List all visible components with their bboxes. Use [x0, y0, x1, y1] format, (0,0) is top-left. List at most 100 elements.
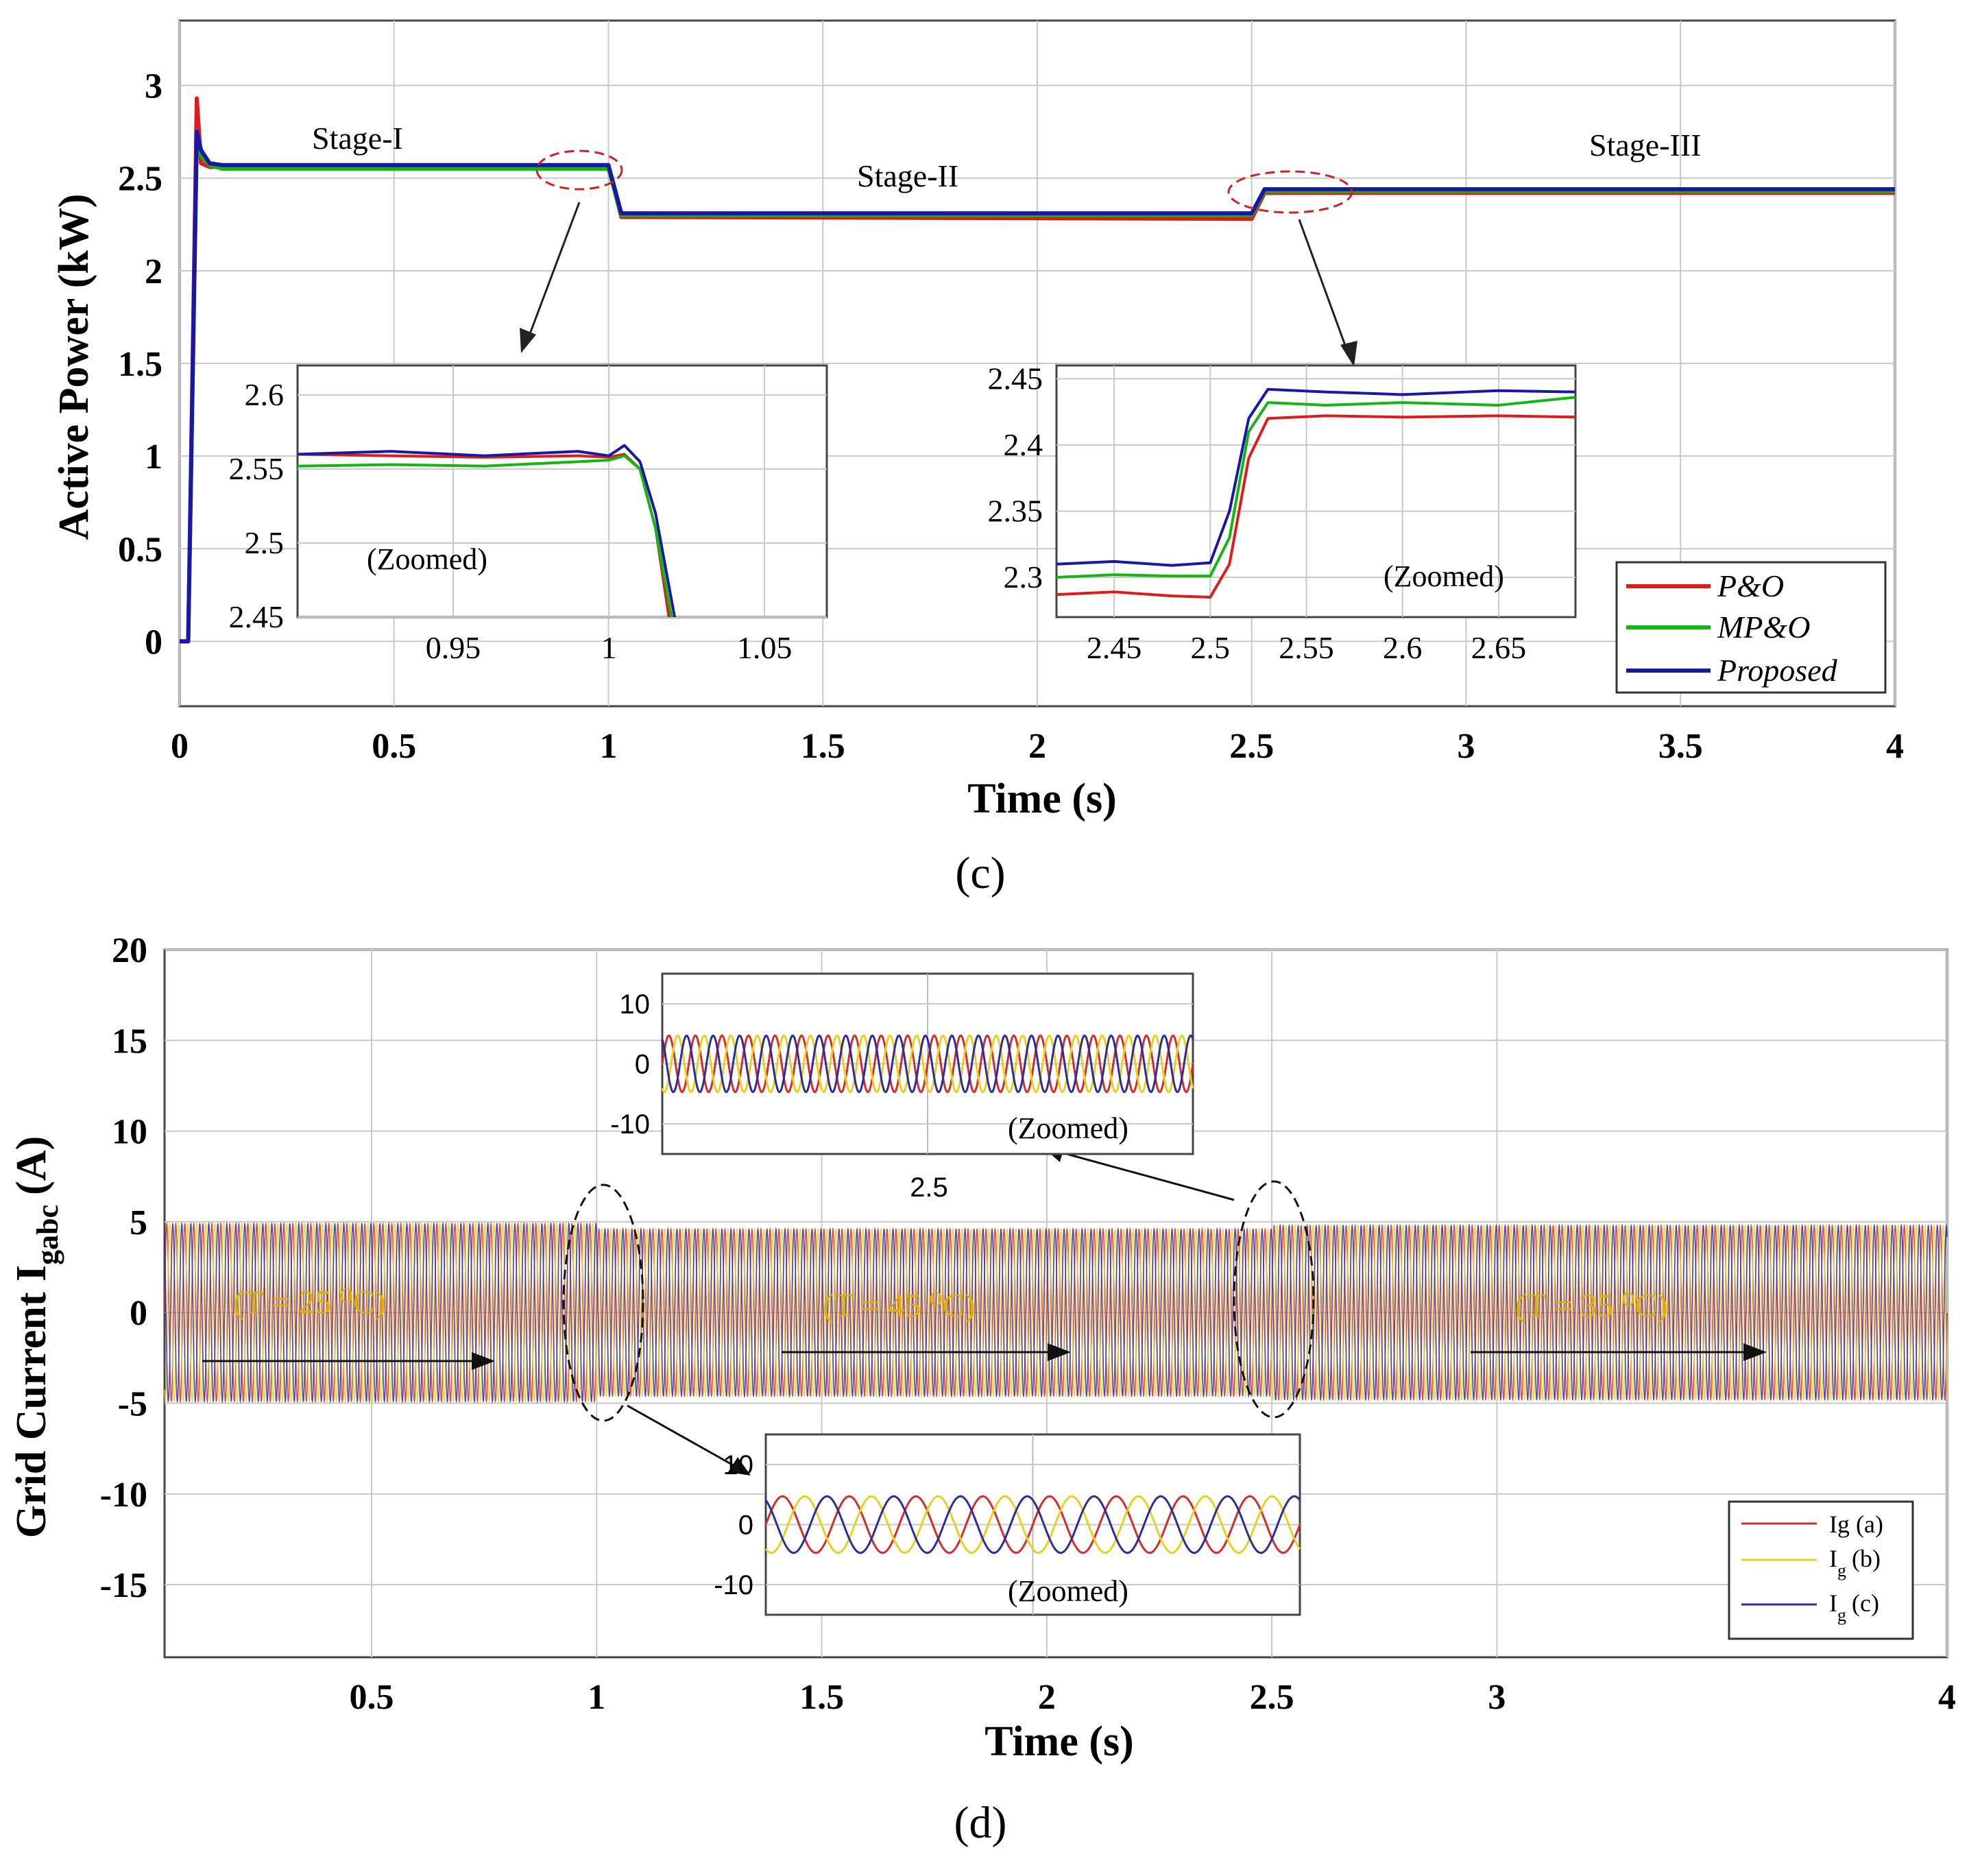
- inset-x-tick-label: 2.6: [1383, 630, 1423, 665]
- legend-d-b: Ig (b): [1829, 1545, 1881, 1580]
- inset-d1-zoomed-label: (Zoomed): [1008, 1111, 1128, 1145]
- inset-d1-y-ticks: 10 0 -10: [610, 989, 650, 1140]
- y-tick-label: 20: [112, 931, 147, 970]
- chart-c: 0 0.5 1 1.5 2 2.5 3 3.5 4 00.511.522.53 Stage-I …: [51, 19, 1904, 898]
- legend-d-box: [1728, 1500, 1914, 1640]
- series-line: [164, 1221, 1948, 1404]
- inset-y-tick-label: 2.55: [229, 451, 285, 486]
- y-tick-label: 0: [145, 623, 162, 662]
- chart-d: 0.5 1 1.5 2 2.5 3 4 20 15 10 5 0 -5 -10 -15 (T = 25 ⁰…: [8, 931, 1956, 1848]
- inset-y-tick-label: -10: [714, 1570, 753, 1600]
- x-tick-label: 2.5: [1229, 727, 1274, 766]
- y-tick-label: -10: [100, 1476, 147, 1515]
- inset-series-line: [764, 1495, 1301, 1554]
- chart-c-x-label: Time (s): [967, 775, 1117, 822]
- y-tick-label: 0: [130, 1294, 147, 1333]
- legend-c-po: P&O: [1717, 568, 1784, 603]
- x-tick-label: 1: [588, 1678, 605, 1717]
- legend-d-c: Ig (c): [1829, 1589, 1879, 1625]
- inset-1-grid: [298, 365, 827, 618]
- inset-series-line: [1056, 414, 1575, 599]
- inset-1-x-ticks: 0.95 1 1.05: [426, 630, 793, 665]
- series-line: [164, 1221, 1948, 1404]
- y-tick-label: -15: [100, 1566, 147, 1605]
- x-tick-label: 0.5: [350, 1678, 394, 1717]
- zoom-arrow-2: [1298, 219, 1357, 367]
- y-tick-label: 3: [145, 67, 162, 106]
- stage-2-label: Stage-II: [857, 158, 958, 193]
- inset-d2-series: [764, 1495, 1301, 1554]
- x-tick-label: 4: [1886, 727, 1904, 766]
- inset-y-tick-label: 10: [620, 989, 651, 1020]
- inset-series-line: [1056, 396, 1575, 579]
- inset-2-plot-area: [1055, 364, 1577, 618]
- chart-d-legend: Ig (a) Ig (b) Ig (c): [1728, 1500, 1914, 1640]
- inset-y-tick-label: 2.6: [245, 377, 285, 412]
- x-tick-label: 2: [1028, 727, 1046, 766]
- y-tick-label: 15: [112, 1022, 147, 1061]
- inset-1-y-ticks: 2.45 2.5 2.55 2.6: [229, 377, 285, 634]
- chart-d-series: [164, 1221, 1948, 1404]
- chart-d-y-label: Grid Current Igabc(A): [8, 1136, 64, 1538]
- inset-x-tick-label: 1.05: [737, 630, 793, 665]
- inset-x-tick-label: 1: [601, 630, 617, 665]
- x-tick-label: 1.5: [799, 1678, 844, 1717]
- y-tick-label: 10: [112, 1113, 147, 1152]
- x-tick-label: 2.5: [1250, 1678, 1294, 1717]
- inset-2-series: [1056, 387, 1575, 599]
- inset-series-line: [298, 454, 673, 617]
- inset-1-series: [298, 444, 677, 617]
- chart-c-inset-1: 0.95 1 1.05 2.45 2.5 2.55 2.6 (Zoomed): [229, 364, 828, 665]
- y-tick-label: 2: [145, 252, 162, 291]
- zoom-ellipse-d-2: [1233, 1180, 1315, 1419]
- chart-c-caption: (c): [955, 848, 1005, 898]
- chart-c-series: [180, 96, 1895, 644]
- x-tick-label: 0: [171, 727, 189, 766]
- legend-d-a: Ig (a): [1829, 1511, 1883, 1538]
- inset-series-line: [661, 1034, 1194, 1094]
- chart-c-x-ticks: 0 0.5 1 1.5 2 2.5 3 3.5 4: [171, 727, 1904, 766]
- inset-d2-zoomed-label: (Zoomed): [1008, 1574, 1128, 1608]
- zoom-ellipse-1: [535, 149, 623, 191]
- chart-d-caption: (d): [954, 1798, 1007, 1848]
- x-tick-label: 0.5: [372, 727, 416, 766]
- inset-d2-y-ticks: 10 0 -10: [714, 1450, 753, 1600]
- inset-series-line: [764, 1495, 1301, 1554]
- temp-label-25: (T = 25 ⁰C): [233, 1284, 386, 1321]
- series-line: [180, 130, 1895, 644]
- zoom-arrow-1: [520, 202, 581, 353]
- inset-y-tick-label: 2.4: [1004, 427, 1043, 462]
- stage-3-label: Stage-III: [1589, 128, 1701, 163]
- inset-series-line: [764, 1495, 1301, 1554]
- stage-1-label: Stage-I: [312, 121, 403, 156]
- inset-1-plot-area: [296, 364, 828, 618]
- x-tick-label: 1: [600, 727, 618, 766]
- inset-x-tick-label: 2.65: [1471, 630, 1527, 665]
- inset-x-tick-label: 0.95: [426, 630, 481, 665]
- chart-c-y-label: Active Power (kW): [51, 193, 97, 540]
- inset-x-tick-label: 2.45: [1087, 630, 1142, 665]
- y-tick-label: 2.5: [118, 160, 162, 199]
- chart-d-x-ticks: 0.5 1 1.5 2 2.5 3 4: [350, 1678, 1956, 1717]
- y-tick-label: 0.5: [118, 530, 162, 569]
- inset-2-grid: [1056, 365, 1575, 617]
- chart-c-legend: P&O MP&O Proposed: [1615, 561, 1887, 694]
- chart-d-inset-2: 10 0 -10 (Zoomed): [714, 1433, 1301, 1616]
- inset-series-line: [661, 1034, 1194, 1094]
- inset-series-line: [1056, 387, 1575, 567]
- inset-1-zoomed-label: (Zoomed): [367, 542, 487, 576]
- inset-y-tick-label: 2.3: [1004, 560, 1043, 594]
- chart-d-inset-1: 10 0 -10 2.5 (Zoomed): [610, 972, 1194, 1203]
- legend-c-mpo: MP&O: [1717, 610, 1810, 645]
- inset-y-tick-label: 0: [635, 1050, 650, 1080]
- x-tick-label: 1.5: [801, 727, 845, 766]
- temp-label-45: (T = 45 ⁰C): [823, 1288, 976, 1324]
- inset-y-tick-label: 2.35: [988, 493, 1043, 528]
- inset-y-tick-label: 2.45: [229, 599, 285, 634]
- inset-2-zoomed-label: (Zoomed): [1384, 560, 1504, 593]
- x-tick-label: 2: [1038, 1678, 1056, 1717]
- temp-arrow-45: [782, 1343, 1071, 1361]
- inset-series-line: [661, 1034, 1194, 1094]
- inset-series-line: [298, 444, 677, 617]
